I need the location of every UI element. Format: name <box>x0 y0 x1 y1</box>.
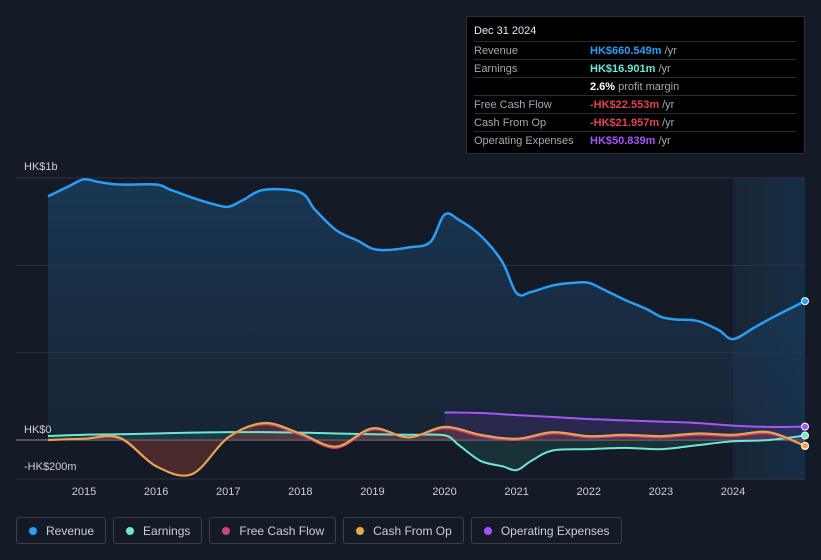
operating-expenses-end-marker <box>801 422 809 431</box>
revenue-area <box>48 179 805 440</box>
tooltip-unit: /yr <box>658 134 671 147</box>
x-tick-label: 2017 <box>216 486 240 498</box>
legend-label: Earnings <box>143 523 191 538</box>
tooltip-unit: profit margin <box>618 80 680 93</box>
y-label-top: HK$1b <box>24 161 58 173</box>
revenue-line <box>47 177 806 341</box>
x-axis-labels: 2015 2016 2017 2018 2019 2020 2021 2022 2023 2024 <box>72 486 745 498</box>
legend-label: Revenue <box>46 523 95 538</box>
legend-dot-icon <box>222 526 231 535</box>
x-tick-label: 2020 <box>432 486 456 498</box>
tooltip-row: 2.6% profit margin <box>474 77 797 95</box>
tooltip-unit: /yr <box>662 98 675 111</box>
legend-item-cash-from-op[interactable]: Cash From Op <box>343 517 464 544</box>
x-tick-label: 2015 <box>72 486 96 498</box>
y-label-zero: HK$0 <box>24 424 52 436</box>
tooltip-row: Revenue HK$660.549m/yr <box>474 41 797 59</box>
x-tick-label: 2021 <box>504 486 528 498</box>
legend-item-operating-expenses[interactable]: Operating Expenses <box>470 517 622 544</box>
legend: Revenue Earnings Free Cash Flow Cash From O… <box>16 517 622 544</box>
x-tick-label: 2016 <box>144 486 168 498</box>
tooltip-value: HK$16.901m <box>590 62 656 75</box>
x-tick-label: 2024 <box>721 486 745 498</box>
legend-dot-icon <box>126 526 135 535</box>
tooltip-unit: /yr <box>664 44 677 57</box>
y-axis-labels: HK$1b HK$0 -HK$200m <box>24 161 77 473</box>
tooltip-value: -HK$22.553m <box>590 98 660 111</box>
revenue-end-marker <box>801 297 809 306</box>
tooltip-value: -HK$21.957m <box>590 116 660 129</box>
tooltip-row: Cash From Op -HK$21.957m/yr <box>474 113 797 131</box>
tooltip-row: Earnings HK$16.901m/yr <box>474 59 797 77</box>
tooltip-label: Free Cash Flow <box>474 98 552 111</box>
legend-item-free-cash-flow[interactable]: Free Cash Flow <box>209 517 337 544</box>
legend-label: Operating Expenses <box>500 523 610 538</box>
tooltip: Dec 31 2024 Revenue HK$660.549m/yr Earning… <box>466 16 805 154</box>
tooltip-date: Dec 31 2024 <box>474 25 537 37</box>
tooltip-label: Revenue <box>474 44 519 57</box>
legend-label: Cash From Op <box>373 523 452 538</box>
legend-dot-icon <box>29 526 37 535</box>
earnings-end-marker <box>801 431 809 440</box>
earnings-line <box>47 431 806 472</box>
tooltip-unit: /yr <box>662 116 675 129</box>
end-markers <box>801 297 809 451</box>
x-tick-label: 2019 <box>360 486 384 498</box>
legend-label: Free Cash Flow <box>239 523 325 538</box>
tooltip-label: Earnings <box>474 62 518 75</box>
cash-from-op-end-marker <box>801 441 809 450</box>
legend-item-earnings[interactable]: Earnings <box>113 517 203 544</box>
x-tick-label: 2018 <box>288 486 312 498</box>
y-label-bottom: -HK$200m <box>24 461 77 473</box>
tooltip-unit: /yr <box>658 62 671 75</box>
tooltip-value: HK$50.839m <box>590 134 656 147</box>
legend-dot-icon <box>483 526 492 535</box>
tooltip-value: 2.6% <box>590 80 616 93</box>
tooltip-row: Operating Expenses HK$50.839m/yr <box>474 131 797 149</box>
operating-expenses-line <box>444 411 806 428</box>
earnings-area <box>48 432 805 471</box>
tooltip-label: Cash From Op <box>474 116 547 129</box>
cash-from-op-line <box>47 421 806 477</box>
legend-item-revenue[interactable]: Revenue <box>16 517 107 544</box>
tooltip-row: Free Cash Flow -HK$22.553m/yr <box>474 95 797 113</box>
tooltip-label: Operating Expenses <box>474 134 574 147</box>
legend-dot-icon <box>356 526 365 535</box>
x-tick-label: 2022 <box>577 486 601 498</box>
tooltip-value: HK$660.549m <box>590 44 662 57</box>
series-lines <box>47 177 806 477</box>
x-tick-label: 2023 <box>649 486 673 498</box>
